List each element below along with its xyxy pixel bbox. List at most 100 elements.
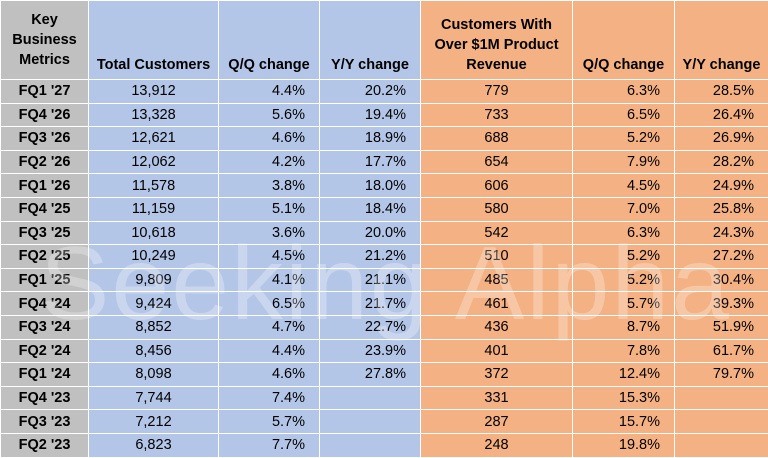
customers-yy-cell: 18.0% [320,174,421,198]
customers-yy-cell: 21.2% [320,245,421,269]
header-1m-qq: Q/Q change [573,1,675,80]
large-yy-cell: 24.3% [675,221,768,245]
total-customers-cell: 10,249 [89,245,219,269]
total-customers-cell: 12,621 [89,127,219,151]
customers-yy-cell: 20.0% [320,221,421,245]
customers-qq-cell: 7.7% [219,433,320,457]
total-customers-cell: 8,456 [89,339,219,363]
large-yy-cell: 61.7% [675,339,768,363]
large-qq-cell: 7.0% [573,197,675,221]
customers-yy-cell: 19.4% [320,103,421,127]
quarter-cell: FQ2 '26 [1,150,89,174]
large-qq-cell: 5.2% [573,127,675,151]
quarter-cell: FQ2 '25 [1,245,89,269]
large-customers-cell: 248 [421,433,573,457]
header-1m-customers: Customers With Over $1M Product Revenue [421,1,573,80]
header-key-metrics: Key Business Metrics [1,1,89,80]
large-customers-cell: 331 [421,386,573,410]
large-qq-cell: 5.2% [573,245,675,269]
quarter-cell: FQ1 '24 [1,363,89,387]
large-customers-cell: 542 [421,221,573,245]
total-customers-cell: 9,424 [89,292,219,316]
total-customers-cell: 12,062 [89,150,219,174]
quarter-cell: FQ3 '23 [1,410,89,434]
total-customers-cell: 6,823 [89,433,219,457]
customers-yy-cell: 23.9% [320,339,421,363]
large-qq-cell: 19.8% [573,433,675,457]
large-qq-cell: 8.7% [573,315,675,339]
total-customers-cell: 8,852 [89,315,219,339]
large-customers-cell: 606 [421,174,573,198]
total-customers-cell: 7,744 [89,386,219,410]
large-yy-cell [675,433,768,457]
total-customers-cell: 9,809 [89,268,219,292]
total-customers-cell: 8,098 [89,363,219,387]
customers-yy-cell: 27.8% [320,363,421,387]
header-1m-yy: Y/Y change [675,1,768,80]
customers-yy-cell [320,433,421,457]
large-yy-cell: 30.4% [675,268,768,292]
header-row: Key Business Metrics Total Customers Q/Q… [1,1,768,80]
header-total-customers: Total Customers [89,1,219,80]
large-yy-cell: 27.2% [675,245,768,269]
large-customers-cell: 485 [421,268,573,292]
customers-yy-cell: 18.9% [320,127,421,151]
large-qq-cell: 5.7% [573,292,675,316]
large-qq-cell: 6.5% [573,103,675,127]
large-yy-cell: 79.7% [675,363,768,387]
quarter-cell: FQ1 '27 [1,80,89,104]
large-qq-cell: 7.8% [573,339,675,363]
large-yy-cell: 25.8% [675,197,768,221]
customers-qq-cell: 4.6% [219,127,320,151]
quarter-cell: FQ4 '26 [1,103,89,127]
large-qq-cell: 15.3% [573,386,675,410]
customers-qq-cell: 4.7% [219,315,320,339]
customers-qq-cell: 4.4% [219,80,320,104]
large-customers-cell: 688 [421,127,573,151]
large-yy-cell: 26.9% [675,127,768,151]
total-customers-cell: 13,328 [89,103,219,127]
large-qq-cell: 12.4% [573,363,675,387]
large-customers-cell: 510 [421,245,573,269]
large-customers-cell: 779 [421,80,573,104]
large-qq-cell: 4.5% [573,174,675,198]
customers-qq-cell: 5.7% [219,410,320,434]
large-yy-cell [675,410,768,434]
customers-yy-cell [320,410,421,434]
customers-qq-cell: 4.5% [219,245,320,269]
customers-yy-cell: 18.4% [320,197,421,221]
large-qq-cell: 7.9% [573,150,675,174]
customers-qq-cell: 5.1% [219,197,320,221]
large-qq-cell: 6.3% [573,221,675,245]
total-customers-cell: 11,159 [89,197,219,221]
customers-yy-cell: 21.1% [320,268,421,292]
large-customers-cell: 654 [421,150,573,174]
customers-qq-cell: 4.6% [219,363,320,387]
large-customers-cell: 372 [421,363,573,387]
quarter-cell: FQ4 '24 [1,292,89,316]
header-customers-yy: Y/Y change [320,1,421,80]
large-yy-cell: 24.9% [675,174,768,198]
customers-qq-cell: 5.6% [219,103,320,127]
quarter-cell: FQ3 '25 [1,221,89,245]
large-customers-cell: 401 [421,339,573,363]
large-yy-cell [675,386,768,410]
total-customers-cell: 10,618 [89,221,219,245]
total-customers-cell: 13,912 [89,80,219,104]
